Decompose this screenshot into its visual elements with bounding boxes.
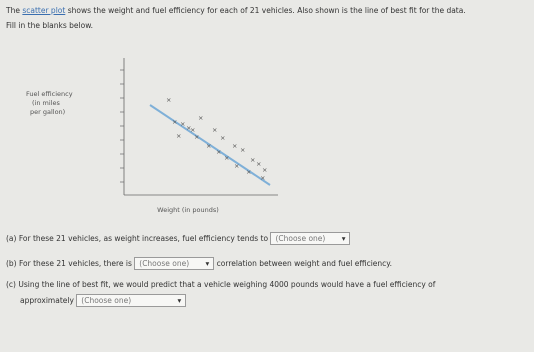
question-text: For these 21 vehicles, there is — [19, 259, 132, 268]
scatter-plot-link[interactable]: scatter plot — [22, 6, 66, 15]
y-axis-label: Fuel efficiency — [26, 90, 73, 98]
y-axis-label: (in miles — [32, 99, 60, 107]
question-text: correlation between weight and fuel effi… — [216, 259, 393, 268]
dropdown[interactable]: (Choose one) — [134, 257, 215, 270]
svg-text:×: × — [220, 134, 225, 142]
question-text: approximately — [20, 296, 74, 305]
svg-text:×: × — [180, 120, 185, 128]
svg-text:×: × — [212, 126, 217, 134]
svg-text:×: × — [224, 154, 229, 162]
svg-text:×: × — [194, 133, 199, 141]
svg-text:×: × — [186, 124, 191, 132]
svg-text:×: × — [232, 142, 237, 150]
question-label: (b) — [6, 259, 17, 268]
svg-text:×: × — [172, 118, 177, 126]
question-text: For these 21 vehicles, as weight increas… — [18, 234, 269, 243]
svg-text:×: × — [190, 126, 195, 134]
dropdown[interactable]: (Choose one) — [76, 294, 187, 307]
question-label: (c) — [6, 280, 16, 289]
question-continued: approximately (Choose one) — [20, 294, 187, 307]
question: (a) For these 21 vehicles, as weight inc… — [6, 232, 351, 245]
svg-text:×: × — [198, 114, 203, 122]
svg-text:×: × — [240, 146, 245, 154]
svg-text:×: × — [166, 96, 171, 104]
svg-text:×: × — [216, 148, 221, 156]
scatter-figure: ××× × × ×× × ×× × × × × ×× ××××× Fuel efficienc… — [26, 58, 278, 214]
svg-text:×: × — [250, 156, 255, 164]
intro: The scatter plot shows the weight and fu… — [6, 6, 466, 15]
svg-text:×: × — [256, 160, 261, 168]
intro-text: shows the weight and fuel efficiency for… — [67, 6, 466, 15]
svg-text:×: × — [206, 142, 211, 150]
instruction: Fill in the blanks below. — [6, 21, 94, 30]
svg-text:×: × — [260, 174, 265, 182]
svg-text:×: × — [262, 166, 267, 174]
svg-text:×: × — [246, 168, 251, 176]
question: (c) Using the line of best fit, we would… — [6, 280, 435, 289]
svg-text:×: × — [176, 132, 181, 140]
question: (b) For these 21 vehicles, there is (Cho… — [6, 257, 392, 270]
intro-text: The — [6, 6, 20, 15]
svg-text:×: × — [234, 162, 239, 170]
question-label: (a) — [6, 234, 17, 243]
dropdown[interactable]: (Choose one) — [270, 232, 351, 245]
y-axis-label: per gallon) — [30, 108, 65, 116]
x-axis-label: Weight (in pounds) — [157, 206, 219, 214]
question-text: Using the line of best fit, we would pre… — [18, 280, 436, 289]
